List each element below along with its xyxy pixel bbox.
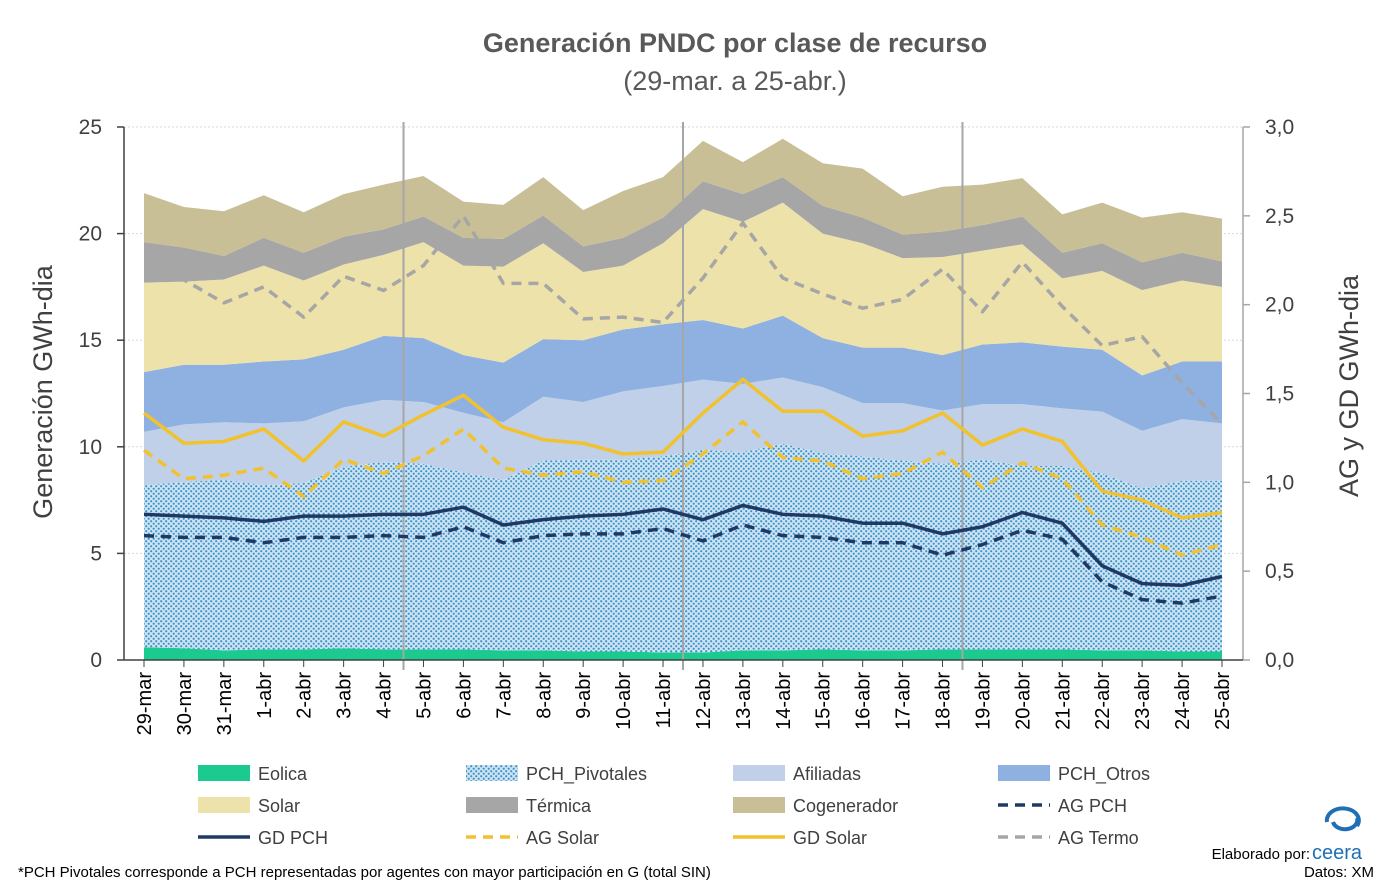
- vertical-markers: [402, 122, 964, 670]
- x-tick-label: 9-abr: [573, 672, 595, 719]
- legend-swatch: [733, 797, 785, 813]
- legend-label: AG PCH: [1058, 796, 1127, 816]
- legend-item-ag-pch: AG PCH: [998, 796, 1127, 816]
- credit-datos: Datos: XM: [1304, 864, 1374, 881]
- chart-subtitle: (29-mar. a 25-abr.): [623, 66, 847, 96]
- y2-tick-label: 0,0: [1265, 649, 1294, 672]
- line-gd-solar: [142, 377, 1223, 520]
- y2-tick-label: 2,5: [1265, 205, 1294, 228]
- x-tick-label: 7-abr: [493, 672, 515, 719]
- x-tick-label: 8-abr: [533, 672, 555, 719]
- credit-elaborado: Elaborado por:: [1212, 846, 1310, 863]
- legend-item-gd-solar: GD Solar: [733, 828, 867, 848]
- line-ag-pch: [143, 523, 1223, 605]
- legend-label: AG Solar: [526, 828, 599, 848]
- line-ag-termo: [143, 214, 1224, 425]
- x-tick-label: 15-abr: [813, 672, 835, 730]
- y-tick-label: 20: [79, 223, 102, 246]
- x-tick-label: 19-abr: [972, 672, 994, 730]
- legend-item-cogenerador: Cogenerador: [733, 796, 898, 816]
- legend-label: PCH_Otros: [1058, 764, 1150, 785]
- y-tick-label: 0: [90, 649, 102, 672]
- legend-item-ag-termo: AG Termo: [998, 828, 1139, 848]
- legend-label: GD Solar: [793, 828, 867, 848]
- legend-item-afiliadas: Afiliadas: [733, 764, 861, 784]
- x-tick-label: 1-abr: [254, 672, 276, 719]
- legend-item-solar: Solar: [198, 796, 300, 816]
- x-tick-label: 6-abr: [453, 672, 475, 719]
- y2-tick-label: 1,5: [1265, 383, 1294, 406]
- x-tick-label: 30-mar: [174, 672, 196, 736]
- legend-item-eolica: Eolica: [198, 764, 308, 784]
- legend-label: Afiliadas: [793, 764, 861, 784]
- line-gd-pch: [143, 503, 1223, 588]
- line-ag-solar: [142, 420, 1223, 557]
- credit-brand: ceera: [1312, 842, 1363, 864]
- y2-tick-label: 3,0: [1265, 116, 1294, 139]
- legend-label: GD PCH: [258, 828, 328, 848]
- legend-item-gd-pch: GD PCH: [198, 828, 328, 848]
- x-tick-label: 29-mar: [134, 672, 156, 736]
- x-tick-label: 12-abr: [693, 672, 715, 730]
- x-tick-label: 17-abr: [893, 672, 915, 730]
- legend-item-pch-pivotales: PCH_Pivotales: [466, 764, 647, 785]
- x-tick-label: 13-abr: [733, 672, 755, 730]
- tick-labels: 0 5 10 15 20 25 0,0 0,5 1,0 1,5 2,0 2,5 3,0 29-mar 30-…: [79, 116, 1295, 735]
- legend-label: Eolica: [258, 764, 308, 784]
- legend-item-ag-solar: AG Solar: [466, 828, 599, 848]
- x-tick-label: 11-abr: [653, 672, 675, 729]
- legend-swatch: [466, 765, 518, 781]
- footnote: *PCH Pivotales corresponde a PCH represe…: [18, 864, 711, 881]
- y2-tick-label: 2,0: [1265, 294, 1294, 317]
- y-tick-label: 25: [79, 116, 102, 139]
- legend-swatch: [733, 765, 785, 781]
- legend-label: Térmica: [526, 796, 592, 816]
- x-tick-label: 20-abr: [1012, 672, 1034, 730]
- x-tick-label: 31-mar: [214, 672, 236, 736]
- x-tick-label: 3-abr: [334, 672, 356, 719]
- y-axis-label: Generación GWh-dia: [28, 264, 58, 519]
- x-tick-label: 18-abr: [933, 672, 955, 730]
- x-tick-label: 5-abr: [413, 672, 435, 719]
- x-tick-label: 16-abr: [853, 672, 875, 730]
- x-tick-label: 24-abr: [1172, 672, 1194, 730]
- legend-item-t-rmica: Térmica: [466, 796, 592, 816]
- x-tick-label: 14-abr: [773, 672, 795, 730]
- x-tick-label: 21-abr: [1052, 672, 1074, 730]
- x-tick-label: 22-abr: [1092, 672, 1114, 730]
- chart-title: Generación PNDC por clase de recurso: [483, 28, 987, 58]
- x-tick-label: 25-abr: [1212, 672, 1234, 730]
- legend-label: Solar: [258, 796, 300, 816]
- x-tick-label: 2-abr: [294, 672, 316, 719]
- legend-swatch: [998, 765, 1050, 781]
- legend: Eolica PCH_Pivotales Afiliadas PCH_Otros Sol…: [198, 764, 1150, 848]
- ceera-logo-icon: [1324, 806, 1361, 832]
- y2-tick-label: 0,5: [1265, 560, 1294, 583]
- legend-swatch: [466, 797, 518, 813]
- x-tick-label: 4-abr: [374, 672, 396, 719]
- legend-label: AG Termo: [1058, 828, 1139, 848]
- y-tick-label: 15: [79, 329, 102, 352]
- y2-axis-label: AG y GD GWh-dia: [1334, 274, 1364, 497]
- legend-label: Cogenerador: [793, 796, 898, 816]
- legend-swatch: [198, 797, 250, 813]
- legend-item-pch-otros: PCH_Otros: [998, 764, 1150, 785]
- x-tick-label: 10-abr: [613, 672, 635, 730]
- line-series: [142, 214, 1224, 605]
- y2-tick-label: 1,0: [1265, 471, 1294, 494]
- y-tick-label: 5: [90, 542, 102, 565]
- legend-label: PCH_Pivotales: [526, 764, 647, 785]
- x-tick-label: 23-abr: [1132, 672, 1154, 730]
- legend-swatch: [198, 765, 250, 781]
- y-tick-label: 10: [79, 436, 102, 459]
